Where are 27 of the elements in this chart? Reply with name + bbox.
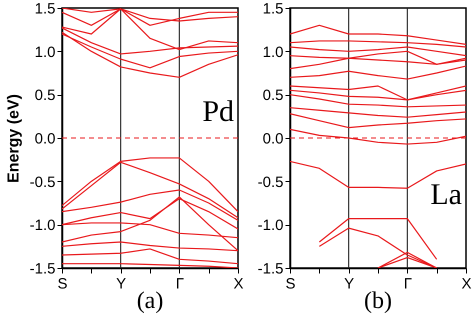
y-tick-label: -1.5 xyxy=(30,260,56,278)
x-tick-label: Γ xyxy=(176,276,184,292)
y-tick-label: 1.5 xyxy=(34,0,56,18)
text: (b) xyxy=(364,288,392,314)
x-tick-label: S xyxy=(285,276,296,292)
y-tick-label: -0.5 xyxy=(30,174,56,191)
y-tick-label: -1.0 xyxy=(30,217,56,234)
annotation: Pd xyxy=(202,95,234,128)
text: (a) xyxy=(136,288,164,314)
y-tick-label: 1.0 xyxy=(34,44,56,61)
y-tick-label: -1.5 xyxy=(258,260,284,278)
y-tick-label: 0.5 xyxy=(262,87,284,104)
annotation: La xyxy=(430,178,462,212)
y-tick-label: 1.5 xyxy=(262,0,284,18)
x-tick-label: X xyxy=(461,276,472,292)
y-axis-title: Energy (eV) xyxy=(6,94,23,183)
x-tick-label: Y xyxy=(116,276,126,292)
x-tick-label: Y xyxy=(344,276,354,292)
x-tick-label: S xyxy=(57,276,68,292)
y-tick-label: 0.5 xyxy=(34,87,56,104)
y-tick-label: 0.0 xyxy=(262,130,284,148)
y-tick-label: 1.0 xyxy=(262,44,284,61)
y-tick-label: -0.5 xyxy=(258,174,284,191)
x-tick-label: Γ xyxy=(404,276,412,292)
y-tick-label: -1.0 xyxy=(258,217,284,234)
x-tick-label: X xyxy=(233,276,244,292)
y-tick-label: 0.0 xyxy=(34,130,56,148)
